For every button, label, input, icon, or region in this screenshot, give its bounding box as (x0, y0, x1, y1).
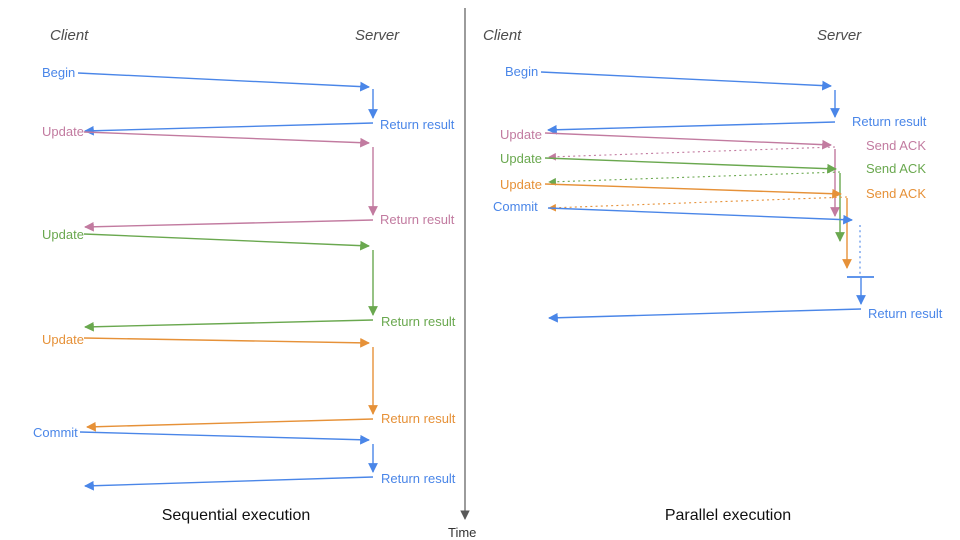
seq-update1-return-line (84, 219, 374, 232)
seq-message-update1: Update Return result (42, 124, 455, 232)
seq-begin-return-line (84, 122, 374, 136)
seq-commit-response-label: Return result (381, 471, 456, 486)
par-begin-label: Begin (505, 64, 538, 79)
seq-begin-response-label: Return result (380, 117, 455, 132)
par-client-header: Client (483, 27, 522, 44)
par-begin-request-line (540, 71, 832, 91)
par-message-commit: Commit Return result (493, 199, 943, 323)
seq-commit-return-line (84, 476, 374, 491)
par-update1-label: Update (500, 127, 542, 142)
par-commit-return-line (548, 308, 862, 323)
seq-message-commit: Commit Return result (33, 425, 456, 491)
seq-message-begin: Begin Return result (42, 65, 455, 136)
seq-message-update2: Update Return result (42, 227, 456, 332)
par-update3-request-line (544, 183, 842, 199)
par-message-update1: Update Send ACK (500, 127, 926, 217)
parallel-caption: Parallel execution (665, 507, 791, 524)
seq-server-header: Server (355, 27, 400, 44)
par-update2-ack-dotted-line (548, 171, 841, 186)
time-axis: Time (448, 8, 476, 540)
par-update1-ack-label: Send ACK (866, 138, 926, 153)
seq-update1-request-line (83, 131, 370, 148)
time-axis-label: Time (448, 525, 476, 540)
sequential-panel: Client Server Begin Return result Update… (33, 27, 456, 524)
seq-update2-label: Update (42, 227, 84, 242)
seq-update2-request-line (83, 233, 370, 251)
seq-update3-return-line (86, 418, 374, 432)
par-message-begin: Begin Return result (505, 64, 927, 135)
par-begin-return-line (547, 121, 836, 135)
seq-update3-request-line (83, 337, 370, 348)
par-message-update2: Update Send ACK (500, 151, 926, 242)
par-message-update3: Update Send ACK (500, 177, 926, 269)
seq-message-update3: Update Return result (42, 332, 456, 432)
par-update2-request-line (544, 157, 837, 174)
par-begin-response-label: Return result (852, 114, 927, 129)
par-update1-ack-dotted-line (548, 146, 836, 161)
par-update2-label: Update (500, 151, 542, 166)
par-update3-label: Update (500, 177, 542, 192)
seq-commit-request-line (79, 431, 370, 445)
seq-begin-label: Begin (42, 65, 75, 80)
par-update1-request-line (544, 132, 832, 150)
sequential-caption: Sequential execution (162, 507, 311, 524)
seq-update2-return-line (84, 319, 374, 332)
seq-client-header: Client (50, 27, 89, 44)
seq-commit-label: Commit (33, 425, 78, 440)
par-commit-request-line (547, 207, 853, 225)
seq-update3-label: Update (42, 332, 84, 347)
par-update3-ack-label: Send ACK (866, 186, 926, 201)
seq-update2-response-label: Return result (381, 314, 456, 329)
seq-begin-request-line (77, 72, 370, 92)
seq-update1-response-label: Return result (380, 212, 455, 227)
seq-update3-response-label: Return result (381, 411, 456, 426)
par-commit-response-label: Return result (868, 306, 943, 321)
par-update3-ack-dotted-line (548, 196, 848, 212)
par-server-header: Server (817, 27, 862, 44)
seq-update1-label: Update (42, 124, 84, 139)
par-update2-ack-label: Send ACK (866, 161, 926, 176)
parallel-panel: Client Server Begin Return result Update… (483, 27, 943, 524)
par-commit-label: Commit (493, 199, 538, 214)
